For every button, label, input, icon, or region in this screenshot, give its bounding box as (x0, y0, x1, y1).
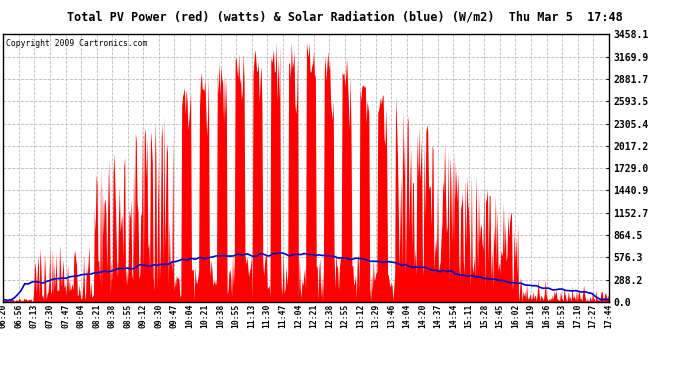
Text: Copyright 2009 Cartronics.com: Copyright 2009 Cartronics.com (6, 39, 148, 48)
Text: Total PV Power (red) (watts) & Solar Radiation (blue) (W/m2)  Thu Mar 5  17:48: Total PV Power (red) (watts) & Solar Rad… (67, 11, 623, 24)
